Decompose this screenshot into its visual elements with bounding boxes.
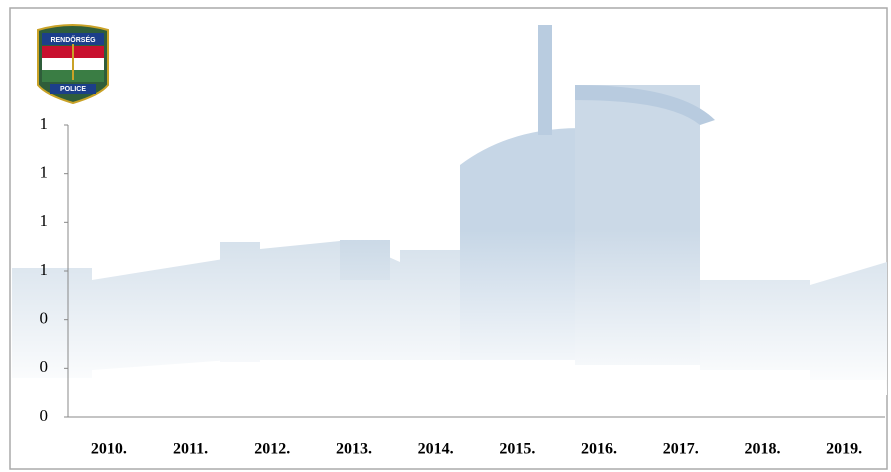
background-fade xyxy=(12,230,887,395)
x-tick-label: 2017. xyxy=(663,441,699,458)
x-tick-label: 2015. xyxy=(499,441,535,458)
y-tick-label: 1 xyxy=(40,114,49,133)
logo-bottom: POLICE xyxy=(60,86,86,93)
y-tick-label: 1 xyxy=(40,163,49,182)
logo-top: RENDŐRSÉG xyxy=(50,35,96,44)
y-tick-label: 0 xyxy=(40,357,49,376)
x-tick-label: 2014. xyxy=(418,441,454,458)
x-tick-label: 2010. xyxy=(91,441,127,458)
logo: RENDŐRSÉG POLICE xyxy=(37,24,109,105)
x-tick-label: 2012. xyxy=(254,441,290,458)
y-tick-label: 1 xyxy=(40,260,49,279)
y-tick-label: 1 xyxy=(40,211,49,230)
x-tick-label: 2018. xyxy=(744,441,780,458)
y-tick-label: 0 xyxy=(40,406,49,425)
y-tick-label: 0 xyxy=(40,309,49,328)
x-tick-label: 2019. xyxy=(826,441,862,458)
x-tick-label: 2016. xyxy=(581,441,617,458)
x-tick-label: 2011. xyxy=(173,441,208,458)
x-tick-label: 2013. xyxy=(336,441,372,458)
axes: 0 0 0 1 1 1 1 2010. 2011. 2012. 2013. 2014. 2015. 201… xyxy=(40,114,885,458)
